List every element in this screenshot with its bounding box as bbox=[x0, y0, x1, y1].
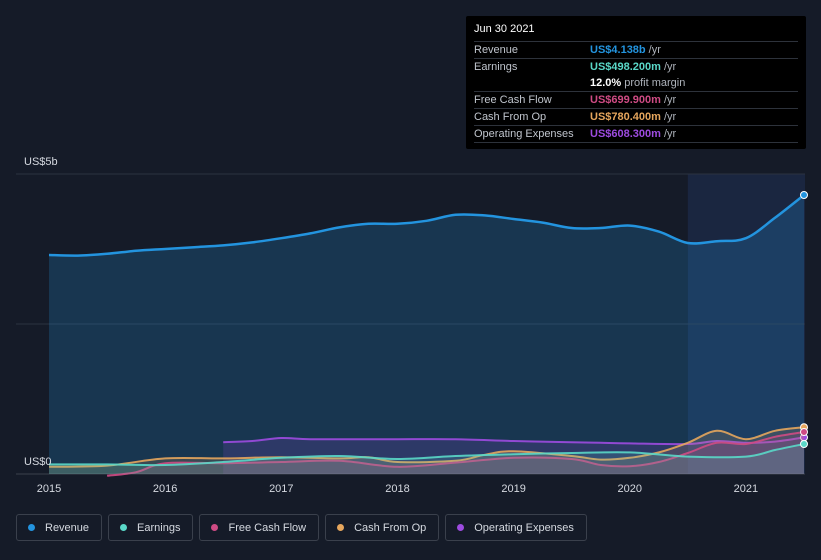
tooltip-unit: /yr bbox=[663, 61, 677, 73]
earnings-end-point bbox=[800, 440, 808, 448]
legend-dot-icon bbox=[457, 524, 465, 531]
legend-dot-icon bbox=[337, 524, 345, 531]
tooltip-value: US$498.200m bbox=[590, 61, 661, 73]
data-tooltip: Jun 30 2021 Revenue US$4.138b /yr Earnin… bbox=[466, 16, 806, 149]
tooltip-label bbox=[474, 75, 590, 91]
tooltip-unit: /yr bbox=[648, 44, 661, 56]
legend-label: Free Cash Flow bbox=[228, 521, 307, 534]
tooltip-label: Earnings bbox=[474, 61, 518, 73]
y-axis-top-label: US$5b bbox=[24, 156, 58, 168]
legend-label: Revenue bbox=[45, 521, 90, 534]
legend-label: Earnings bbox=[137, 521, 181, 534]
y-axis-bottom-label: US$0 bbox=[24, 456, 52, 468]
tooltip-value: US$780.400m bbox=[590, 111, 661, 123]
chart-legend: Revenue Earnings Free Cash Flow Cash Fro… bbox=[16, 514, 587, 541]
tooltip-unit: profit margin bbox=[624, 77, 686, 89]
legend-item-free-cash-flow[interactable]: Free Cash Flow bbox=[199, 514, 320, 541]
tooltip-row-earnings: Earnings US$498.200m /yr bbox=[474, 59, 798, 75]
tooltip-row-free-cash-flow: Free Cash Flow US$699.900m /yr bbox=[474, 92, 798, 109]
legend-item-revenue[interactable]: Revenue bbox=[16, 514, 103, 541]
tooltip-label: Free Cash Flow bbox=[474, 94, 552, 106]
legend-item-cash-from-op[interactable]: Cash From Op bbox=[325, 514, 440, 541]
tooltip-unit: /yr bbox=[663, 128, 677, 140]
free-cash-flow-area bbox=[107, 432, 805, 476]
earnings-line bbox=[48, 443, 805, 467]
chart-area: 2015 2016 2017 2018 2019 2020 2021 bbox=[16, 173, 808, 495]
revenue-area bbox=[49, 195, 804, 474]
tooltip-unit: /yr bbox=[663, 111, 677, 123]
legend-label: Operating Expenses bbox=[474, 521, 574, 534]
legend-item-operating-expenses[interactable]: Operating Expenses bbox=[445, 514, 587, 541]
x-tick-label: 2016 bbox=[153, 483, 177, 495]
free-cash-flow-end-point bbox=[800, 428, 808, 436]
legend-item-earnings[interactable]: Earnings bbox=[108, 514, 194, 541]
legend-dot-icon bbox=[120, 524, 128, 531]
legend-dot-icon bbox=[28, 524, 35, 531]
tooltip-label: Cash From Op bbox=[474, 111, 547, 123]
operating-expenses-line bbox=[223, 436, 805, 446]
cash-from-op-line bbox=[48, 426, 805, 468]
legend-label: Cash From Op bbox=[354, 521, 427, 534]
tooltip-row-revenue: Revenue US$4.138b /yr bbox=[474, 42, 798, 59]
x-tick-label: 2021 bbox=[734, 483, 758, 495]
x-tick-label: 2020 bbox=[618, 483, 642, 495]
tooltip-date: Jun 30 2021 bbox=[474, 23, 798, 42]
tooltip-value: US$4.138b bbox=[590, 44, 646, 56]
tooltip-row-operating-expenses: Operating Expenses US$608.300m /yr bbox=[474, 126, 798, 143]
tooltip-value: 12.0% bbox=[590, 77, 622, 89]
legend-dot-icon bbox=[211, 524, 219, 531]
tooltip-label: Revenue bbox=[474, 44, 519, 56]
tooltip-row-cash-from-op: Cash From Op US$780.400m /yr bbox=[474, 109, 798, 126]
x-tick-label: 2017 bbox=[269, 483, 293, 495]
tooltip-row-profit-margin: 12.0% profit margin bbox=[474, 75, 798, 92]
tooltip-value: US$699.900m bbox=[590, 94, 661, 106]
x-tick-label: 2018 bbox=[385, 483, 409, 495]
x-tick-label: 2015 bbox=[37, 483, 61, 495]
tooltip-value: US$608.300m bbox=[590, 128, 661, 140]
tooltip-unit: /yr bbox=[663, 94, 677, 106]
x-tick-label: 2019 bbox=[501, 483, 525, 495]
earnings-area bbox=[49, 444, 804, 474]
revenue-end-point bbox=[800, 191, 808, 199]
revenue-line bbox=[48, 194, 805, 257]
tooltip-label: Operating Expenses bbox=[474, 128, 574, 140]
